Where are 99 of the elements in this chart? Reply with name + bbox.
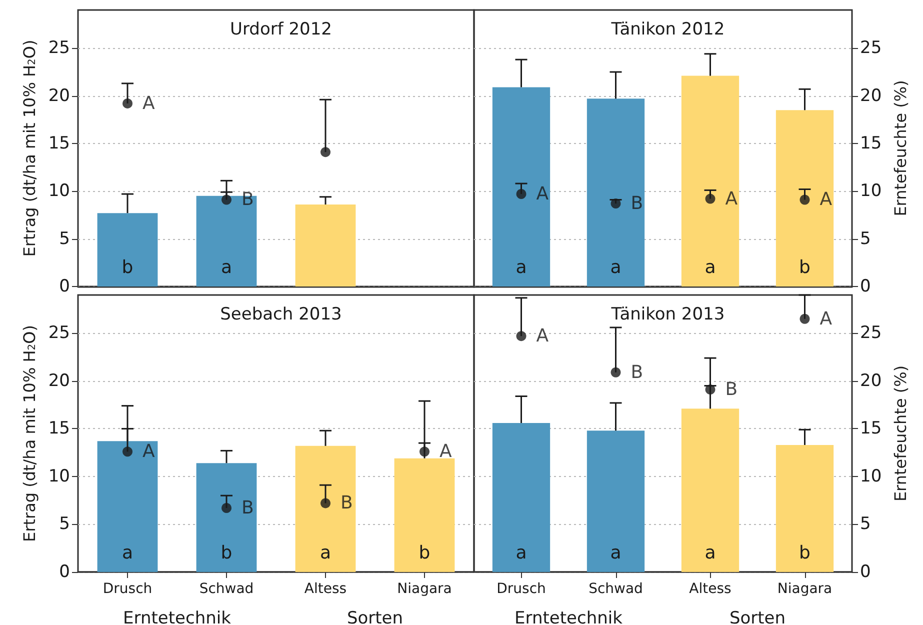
data-label: a — [220, 257, 232, 278]
point — [320, 498, 330, 508]
point — [122, 446, 132, 457]
y-tick-label: 15 — [48, 418, 70, 439]
x-tick-label: Schwad — [588, 581, 643, 597]
y-tick-label: 0 — [59, 276, 70, 296]
text: Erntetechnik — [123, 608, 232, 625]
text: Seebach 2013 — [220, 304, 342, 324]
text: Urdorf 2012 — [230, 20, 332, 40]
data-label: A — [536, 326, 550, 347]
point — [610, 198, 621, 209]
data-label: B — [630, 193, 644, 214]
data-label: A — [820, 189, 833, 210]
point — [122, 98, 132, 108]
data-label: B — [725, 379, 738, 400]
bar — [681, 408, 740, 572]
bar — [681, 76, 740, 286]
y-axis-title: Ertrag (dt/ha mit 10% H2O) — [20, 325, 39, 542]
data-label: A — [142, 92, 156, 114]
y-tick-label: 25 — [48, 323, 70, 344]
text: Sorten — [346, 608, 404, 625]
y-tick-label: 15 — [48, 133, 70, 154]
point — [222, 503, 232, 513]
y2-tick-label: 10 — [860, 466, 882, 486]
point — [610, 367, 621, 378]
data-label: b — [799, 542, 810, 564]
point — [516, 189, 526, 200]
point — [320, 147, 330, 158]
y-tick-label: 10 — [48, 466, 70, 486]
y-tick-label: 20 — [48, 370, 70, 391]
point — [222, 194, 232, 205]
y2-tick-label: 20 — [860, 86, 882, 106]
x-tick-label: Niagara — [397, 581, 452, 597]
data-label: b — [799, 257, 810, 278]
bar — [492, 87, 550, 286]
data-label: a — [704, 542, 716, 564]
y-tick-label: 20 — [48, 86, 70, 106]
data-label: B — [340, 492, 353, 514]
y2-tick-label: 25 — [860, 323, 882, 344]
y2-axis-title: Erntefeuchte (%) — [891, 365, 910, 502]
data-label: B — [242, 498, 254, 519]
data-label: A — [725, 188, 738, 210]
data-label: A — [440, 441, 452, 462]
y-axis-title: Ertrag (dt/ha mit 10% H2O) — [20, 40, 39, 257]
text: Sorten — [729, 608, 786, 625]
x-tick-label: Altess — [304, 581, 347, 597]
data-label: b — [122, 257, 134, 278]
y-tick-label: 25 — [48, 38, 70, 58]
text: Erntetechnik — [514, 608, 623, 625]
y2-tick-label: 15 — [860, 133, 882, 154]
point — [800, 314, 810, 324]
point — [800, 194, 810, 205]
point — [705, 384, 716, 395]
data-label: b — [220, 542, 232, 564]
x-tick-label: Drusch — [102, 581, 152, 597]
y2-tick-label: 5 — [860, 514, 871, 534]
y-tick-label: 0 — [59, 562, 70, 582]
x-tick-label: Drusch — [496, 581, 546, 597]
data-label: a — [704, 257, 716, 278]
text: Tänikon 2013 — [610, 304, 725, 324]
y2-tick-label: 5 — [860, 228, 871, 249]
x-tick-label: Schwad — [199, 581, 254, 597]
y2-tick-label: 0 — [860, 276, 871, 296]
y2-axis-title: Erntefeuchte (%) — [891, 80, 910, 216]
data-label: a — [610, 542, 622, 564]
data-label: b — [418, 542, 430, 564]
bar — [196, 463, 257, 572]
x-tick-label: Altess — [689, 581, 732, 597]
data-label: a — [516, 542, 527, 564]
x-tick-label: Niagara — [777, 581, 832, 597]
data-label: a — [122, 542, 134, 564]
bar — [586, 430, 645, 572]
bar — [586, 98, 645, 286]
y2-tick-label: 20 — [860, 370, 882, 391]
data-label: a — [320, 542, 332, 564]
data-label: a — [516, 257, 527, 278]
data-label: A — [820, 308, 833, 330]
text: Tänikon 2012 — [610, 20, 725, 40]
bar — [776, 110, 834, 286]
data-label: B — [242, 189, 254, 210]
y-tick-label: 10 — [48, 181, 70, 202]
bar — [394, 458, 455, 572]
y-tick-label: 5 — [59, 514, 70, 534]
y2-tick-label: 15 — [860, 418, 882, 439]
data-label: B — [630, 362, 644, 383]
y2-tick-label: 25 — [860, 38, 882, 58]
y2-tick-label: 0 — [860, 562, 871, 582]
bar — [295, 446, 356, 572]
bar — [776, 444, 834, 572]
point — [516, 331, 526, 342]
bar — [492, 422, 550, 572]
bar — [97, 441, 158, 572]
data-label: A — [536, 184, 550, 205]
data-label: A — [142, 441, 156, 462]
point — [420, 446, 430, 457]
data-label: a — [610, 257, 622, 278]
y-tick-label: 5 — [59, 228, 70, 249]
point — [705, 194, 716, 204]
y2-tick-label: 10 — [860, 181, 882, 202]
